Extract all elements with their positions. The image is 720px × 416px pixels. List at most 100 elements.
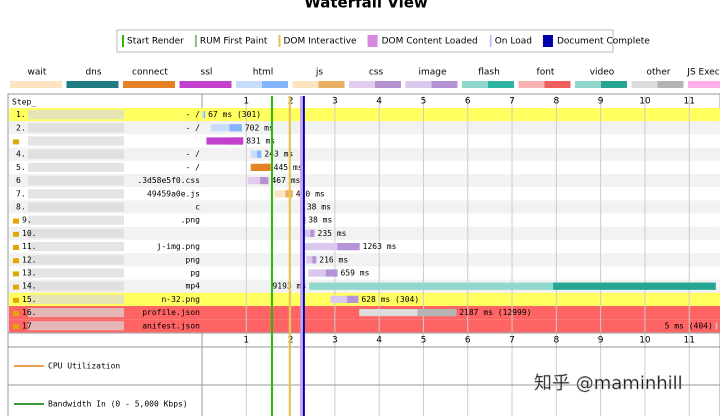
duration-label: 702 ms <box>245 123 274 132</box>
type-swatch-light <box>518 81 545 88</box>
row-bg <box>9 253 720 267</box>
request-bar <box>306 256 317 264</box>
duration-label: 38 ms <box>308 216 332 225</box>
row-name: - / <box>186 150 201 159</box>
type-swatch-light <box>10 81 36 88</box>
x-tick-label-bottom: 11 <box>683 336 694 346</box>
row-name: j-img.png <box>157 242 201 251</box>
event-swatch <box>367 35 378 47</box>
event-legend-label: DOM Content Loaded <box>382 37 478 47</box>
type-legend-label: dns <box>85 68 101 78</box>
row-number: 9. <box>22 216 32 225</box>
type-legend-label: wait <box>28 68 47 78</box>
row-bg <box>9 226 720 240</box>
row-name: - / <box>186 110 201 119</box>
type-legend-label: font <box>537 68 555 78</box>
blurred-url <box>28 176 124 186</box>
row-name: n-32.png <box>161 295 200 304</box>
row-bg <box>9 134 720 148</box>
lock <box>13 297 19 303</box>
request-bar <box>303 229 315 237</box>
watermark: 知乎 @maminhill <box>534 373 683 394</box>
type-swatch-light <box>179 81 206 88</box>
request-bar <box>206 137 244 145</box>
type-swatch-dark <box>544 81 571 88</box>
row-name: png <box>186 255 201 264</box>
x-tick-label-bottom: 6 <box>465 336 471 346</box>
event-legend-label: RUM First Paint <box>200 37 268 47</box>
row-number: 4. <box>16 150 26 159</box>
x-tick-label: 4 <box>376 97 382 107</box>
download-bar <box>337 243 360 251</box>
type-swatch-dark <box>488 81 514 88</box>
type-swatch-dark <box>92 81 119 88</box>
event-swatch <box>278 35 281 47</box>
duration-label: 467 ms <box>271 176 300 185</box>
row-name: mp4 <box>186 282 201 291</box>
row-number: 17 <box>22 321 32 330</box>
row-number: 8. <box>16 203 26 212</box>
duration-label: 67 ms (301) <box>208 110 261 119</box>
row-bg <box>9 187 720 201</box>
x-tick-label: 11 <box>683 97 694 107</box>
row-name: profile.json <box>142 308 200 317</box>
duration-label: 2187 ms (12999) <box>459 308 531 317</box>
type-swatch-dark <box>601 81 627 88</box>
download-bar <box>347 295 359 303</box>
x-tick-label-bottom: 9 <box>598 336 604 346</box>
row-number: 2. <box>16 123 26 132</box>
row-number: 12. <box>22 255 36 264</box>
x-tick-label-bottom: 3 <box>332 336 338 346</box>
lock <box>13 311 19 316</box>
blurred-url <box>28 294 124 304</box>
request-bar <box>303 243 360 251</box>
request-bar <box>308 269 338 277</box>
type-swatch-light <box>292 81 319 88</box>
row-number: 1. <box>16 110 26 119</box>
request-bar <box>309 282 716 290</box>
x-tick-label-bottom: 1 <box>243 336 249 346</box>
request-bar <box>250 150 262 158</box>
row-name: c <box>195 203 200 212</box>
type-legend-label: JS Execution <box>686 68 720 78</box>
title: Waterfall View <box>304 0 428 12</box>
blurred-url <box>28 228 124 238</box>
request-bar <box>210 124 242 132</box>
type-legend-label: js <box>315 68 324 78</box>
row-bg <box>9 160 720 174</box>
row-name: .png <box>181 216 200 225</box>
lock <box>13 218 19 224</box>
x-tick-label: 6 <box>465 97 471 107</box>
event-legend-label: On Load <box>495 37 532 47</box>
x-tick-label-bottom: 8 <box>553 336 559 346</box>
x-tick-label: 8 <box>553 97 559 107</box>
blurred-url <box>28 268 124 278</box>
download-bar <box>262 163 271 171</box>
x-tick-label-bottom: 5 <box>421 336 427 346</box>
x-tick-label-bottom: 10 <box>639 336 651 346</box>
duration-label: 5 ms (404) <box>665 321 713 330</box>
blurred-url <box>28 215 124 225</box>
request-bar <box>359 309 457 317</box>
blurred-url <box>28 149 124 159</box>
type-swatch-light <box>236 81 262 88</box>
type-legend-label: html <box>253 68 274 78</box>
blurred-url <box>28 189 124 199</box>
row-name: 49459a0e.js <box>147 189 200 198</box>
download-bar <box>257 150 262 158</box>
type-swatch-light <box>123 81 149 88</box>
event-legend-box <box>116 29 614 53</box>
type-legend-label: other <box>647 68 671 78</box>
blurred-url <box>28 308 124 318</box>
row-name: - / <box>186 123 201 132</box>
row-number: 10. <box>22 229 36 238</box>
duration-label: 38 ms <box>307 203 331 212</box>
blurred-url <box>28 136 124 146</box>
row-bg <box>9 213 720 227</box>
request-bar <box>247 177 269 185</box>
request-bar <box>250 163 271 171</box>
event-legend-label: Start Render <box>127 37 184 47</box>
row-bg <box>9 174 720 188</box>
lock <box>13 324 19 330</box>
